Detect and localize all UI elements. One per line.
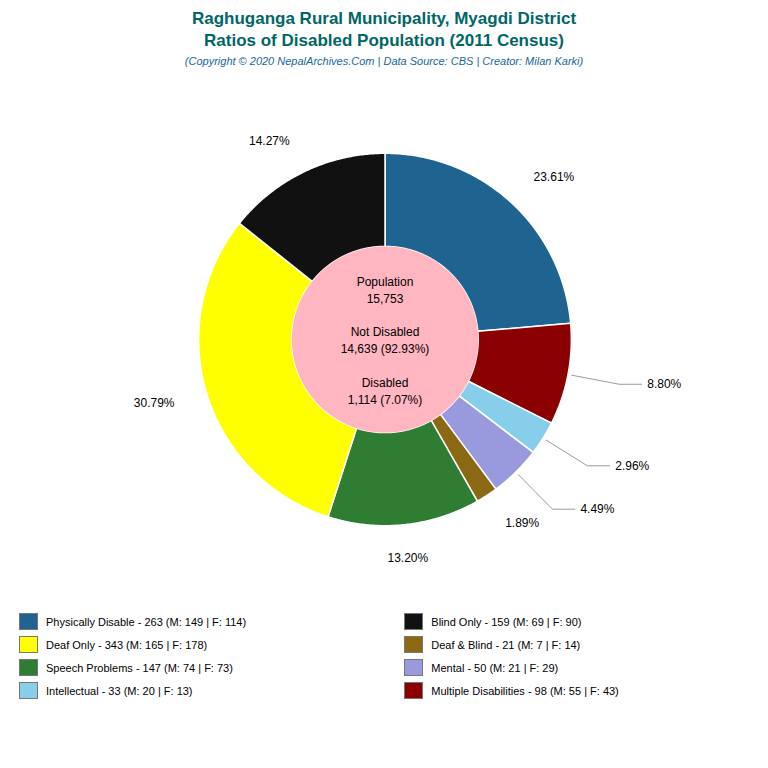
svg-text:23.61%: 23.61% [533, 171, 574, 185]
html-text:Raghuganga Rural Municipality,: Raghuganga Rural Municipality, Myagdi Di… [191, 9, 577, 51]
html-text:(Copyright © 2020 NepalArchive: (Copyright © 2020 NepalArchives.Com | Da… [184, 55, 584, 68]
svg-text:2.96%: 2.96% [615, 459, 649, 473]
html-text:Physically Disable - 263 (M: 1: Physically Disable - 263 (M: 149 | F: 11… [46, 615, 247, 628]
html-text:Intellectual - 33 (M: 20 | F:: Intellectual - 33 (M: 20 | F: 13) [46, 684, 193, 697]
html-text:Deaf Only - 343 (M: 165 | F: 1: Deaf Only - 343 (M: 165 | F: 178) [46, 638, 208, 651]
svg-text:8.80%: 8.80% [647, 377, 681, 391]
svg-text:4.49%: 4.49% [580, 502, 614, 516]
svg-text:1.89%: 1.89% [505, 517, 539, 531]
html-text:Mental - 50 (M: 21 | F: 29): Mental - 50 (M: 21 | F: 29) [431, 661, 559, 674]
svg-text:14.27%: 14.27% [249, 135, 290, 149]
html-text:Deaf & Blind - 21 (M: 7 | F: 1: Deaf & Blind - 21 (M: 7 | F: 14) [431, 638, 581, 651]
html-text:Speech Problems - 147 (M: 74 |: Speech Problems - 147 (M: 74 | F: 73) [46, 661, 233, 674]
html-text:Multiple Disabilities - 98 (M:: Multiple Disabilities - 98 (M: 55 | F: 4… [431, 684, 619, 697]
svg-text:Population15,753Not Disabled14: Population15,753Not Disabled14,639 (92.9… [340, 275, 429, 407]
svg-text:30.79%: 30.79% [133, 396, 174, 410]
svg-text:13.20%: 13.20% [387, 551, 428, 565]
html-text:Blind Only - 159 (M: 69 | F: 9: Blind Only - 159 (M: 69 | F: 90) [431, 615, 582, 628]
